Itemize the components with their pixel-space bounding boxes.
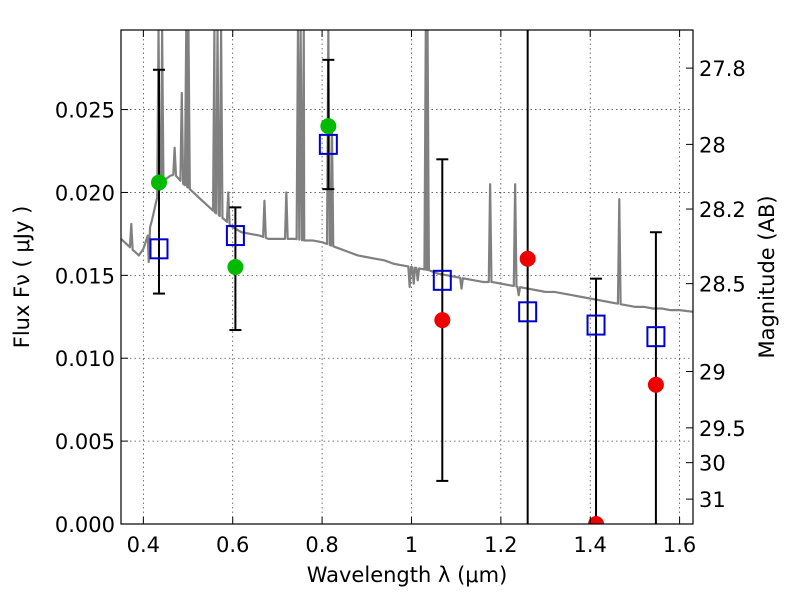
right-tick-label: 28.2 xyxy=(699,198,746,222)
x-tick-label: 0.8 xyxy=(305,533,338,557)
observed-point-circle xyxy=(227,259,244,276)
x-tick-label: 0.4 xyxy=(127,533,160,557)
model-point-square xyxy=(318,133,338,155)
model-point-square xyxy=(149,238,169,260)
right-tick-label: 29.5 xyxy=(699,417,746,441)
y-tick-label: 0.015 xyxy=(55,264,115,288)
y-tick-label: 0.010 xyxy=(55,347,115,371)
model-point-square xyxy=(432,269,452,291)
y-tick-label: 0.000 xyxy=(55,513,115,537)
y-tick-label: 0.020 xyxy=(55,181,115,205)
observed-point-circle xyxy=(150,174,167,191)
x-axis-ticks: 0.4 0.6 0.8 1 1.2 1.4 1.6 xyxy=(127,30,696,557)
observed-point-circle xyxy=(588,516,605,524)
right-tick-label: 31 xyxy=(699,488,726,512)
model-point-square xyxy=(225,225,245,247)
y-axis-ticks: 0.000 0.005 0.010 0.015 0.020 0.025 xyxy=(55,99,128,537)
right-tick-label: 30 xyxy=(699,452,726,476)
model-photometry-points xyxy=(149,133,666,348)
x-tick-label: 1.2 xyxy=(484,533,517,557)
right-tick-label: 27.8 xyxy=(699,57,746,81)
observed-point-circle xyxy=(519,250,536,267)
x-tick-label: 0.6 xyxy=(216,533,249,557)
observed-photometry-points xyxy=(150,118,664,524)
right-tick-label: 29 xyxy=(699,360,726,384)
x-tick-label: 1 xyxy=(405,533,418,557)
plot-frame xyxy=(120,29,694,525)
right-tick-label: 28.5 xyxy=(699,273,746,297)
x-axis-label: Wavelength λ (μm) xyxy=(307,563,508,587)
x-tick-label: 1.6 xyxy=(663,533,696,557)
spectrum-layer xyxy=(121,30,693,313)
model-point-square xyxy=(646,326,666,348)
observed-point-circle xyxy=(647,376,664,393)
observed-point-circle xyxy=(320,118,337,135)
y-axis-label: Flux Fν ( μJy ) xyxy=(10,206,34,349)
y-tick-label: 0.025 xyxy=(55,99,115,123)
right-y-axis-label: Magnitude (AB) xyxy=(755,195,779,358)
model-point-square xyxy=(518,301,538,323)
y-tick-label: 0.005 xyxy=(55,430,115,454)
model-point-square xyxy=(586,314,606,336)
observed-point-circle xyxy=(434,312,451,329)
x-tick-label: 1.4 xyxy=(574,533,607,557)
right-tick-label: 28 xyxy=(699,133,726,157)
right-axis-ticks: 27.8 28 28.2 28.5 29 29.5 30 31 xyxy=(686,57,746,512)
sed-spectrum-line xyxy=(121,30,693,313)
